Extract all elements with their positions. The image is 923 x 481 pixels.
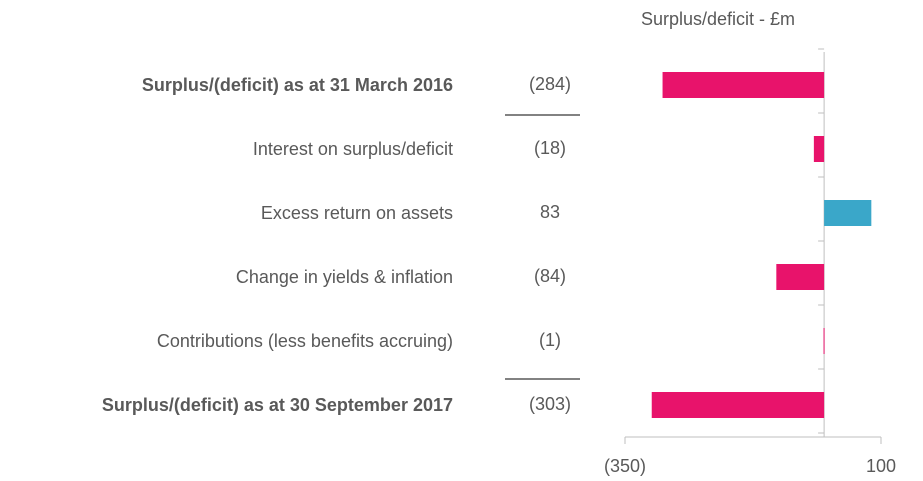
bar [776, 264, 825, 290]
value-label: (1) [539, 330, 561, 350]
category-label: Change in yields & inflation [235, 267, 453, 287]
bar [824, 200, 872, 226]
value-label: 83 [540, 202, 560, 222]
category-label: Surplus/(deficit) as at 31 March 2016 [141, 75, 453, 95]
bar [813, 136, 825, 162]
value-label: (18) [534, 138, 566, 158]
category-label: Excess return on assets [260, 203, 453, 223]
category-label: Interest on surplus/deficit [252, 139, 453, 159]
x-tick-label: 100 [866, 456, 896, 476]
bar [651, 392, 825, 418]
axis-label: Surplus/deficit - £m [641, 9, 795, 29]
value-label: (284) [529, 74, 571, 94]
value-label: (303) [529, 394, 571, 414]
category-label: Surplus/(deficit) as at 30 September 201… [101, 395, 453, 415]
bar [823, 328, 825, 354]
x-tick-label: (350) [604, 456, 646, 476]
category-label: Contributions (less benefits accruing) [156, 331, 453, 351]
bar [662, 72, 825, 98]
value-label: (84) [534, 266, 566, 286]
